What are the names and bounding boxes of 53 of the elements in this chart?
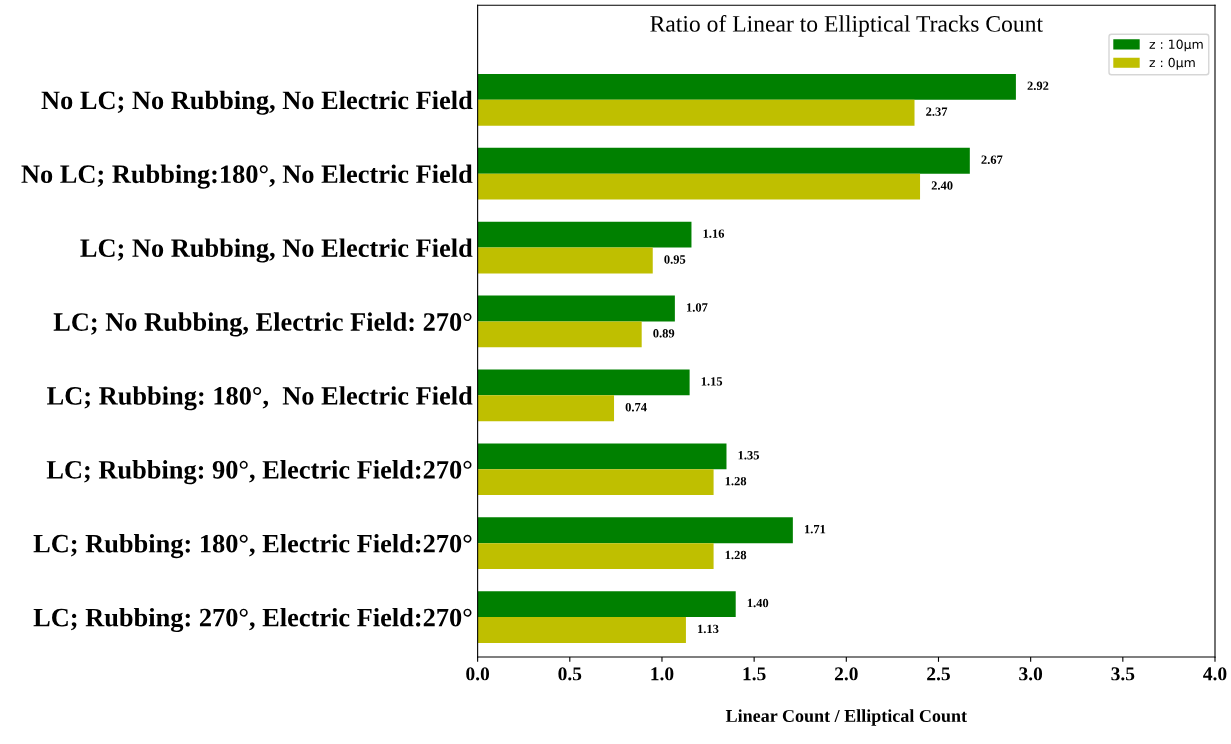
- x-axis-title: Linear Count / Elliptical Count: [725, 709, 967, 726]
- x-tick-label: 2.0: [834, 667, 858, 681]
- bar: [477, 517, 793, 544]
- bar: [477, 395, 615, 422]
- data-label: 1.40: [747, 598, 769, 608]
- chart-title: Ratio of Linear to Elliptical Tracks Count: [650, 14, 1043, 37]
- data-label: 0.95: [664, 255, 686, 264]
- y-tick-label: LC; Rubbing: 180°, Electric Field:270°: [33, 534, 472, 559]
- x-tick-label: 1.5: [743, 667, 766, 681]
- data-label: 1.71: [804, 524, 826, 534]
- data-label: 1.35: [738, 451, 760, 460]
- bar: [477, 469, 714, 496]
- bar: [477, 221, 692, 248]
- data-label: 1.07: [686, 303, 708, 312]
- data-label: 0.89: [653, 329, 675, 338]
- bar: [477, 443, 727, 470]
- y-tick-label: LC; No Rubbing, Electric Field: 270°: [53, 312, 472, 337]
- x-tick-label: 2.5: [927, 667, 950, 681]
- x-tick-label: 0.5: [558, 667, 582, 681]
- y-tick-label: LC; Rubbing: 270°, Electric Field:270°: [33, 607, 472, 633]
- data-label: 1.28: [725, 550, 747, 560]
- bar: [477, 173, 921, 200]
- x-tick-label: 1.0: [651, 667, 674, 681]
- bar: [477, 591, 736, 618]
- x-tick-label: 0.0: [466, 667, 490, 681]
- data-label: 1.13: [698, 624, 719, 634]
- bar: [477, 99, 915, 126]
- bar: [477, 369, 690, 396]
- bar: [477, 321, 642, 348]
- x-tick-label: 3.5: [1111, 667, 1135, 681]
- x-tick-label: 4.0: [1203, 667, 1227, 681]
- y-tick-label: No LC; No Rubbing, No Electric Field: [41, 90, 473, 115]
- y-tick-label: No LC; Rubbing:180°, No Electric Field: [21, 164, 473, 189]
- legend-label: z : 0μm: [1149, 57, 1195, 70]
- data-label: 1.28: [725, 476, 747, 486]
- bar: [477, 147, 970, 174]
- y-tick-label: LC; Rubbing: 180°, No Electric Field: [47, 386, 473, 411]
- data-label: 1.15: [701, 377, 723, 386]
- bar: [477, 247, 653, 274]
- data-label: 2.67: [981, 155, 1003, 164]
- data-label: 2.92: [1027, 81, 1049, 91]
- bar: [477, 617, 686, 643]
- data-label: 2.40: [931, 181, 953, 190]
- legend-label: z : 10μm: [1149, 39, 1203, 52]
- data-label: 0.74: [625, 402, 647, 412]
- bar: [477, 295, 675, 322]
- y-tick-label: LC; No Rubbing, No Electric Field: [80, 238, 473, 263]
- y-tick-label: LC; Rubbing: 90°, Electric Field:270°: [46, 460, 472, 485]
- bar: [477, 543, 714, 570]
- bar: [477, 73, 1016, 100]
- data-label: 2.37: [926, 107, 948, 116]
- data-label: 1.16: [703, 229, 725, 238]
- x-tick-label: 3.0: [1019, 667, 1043, 681]
